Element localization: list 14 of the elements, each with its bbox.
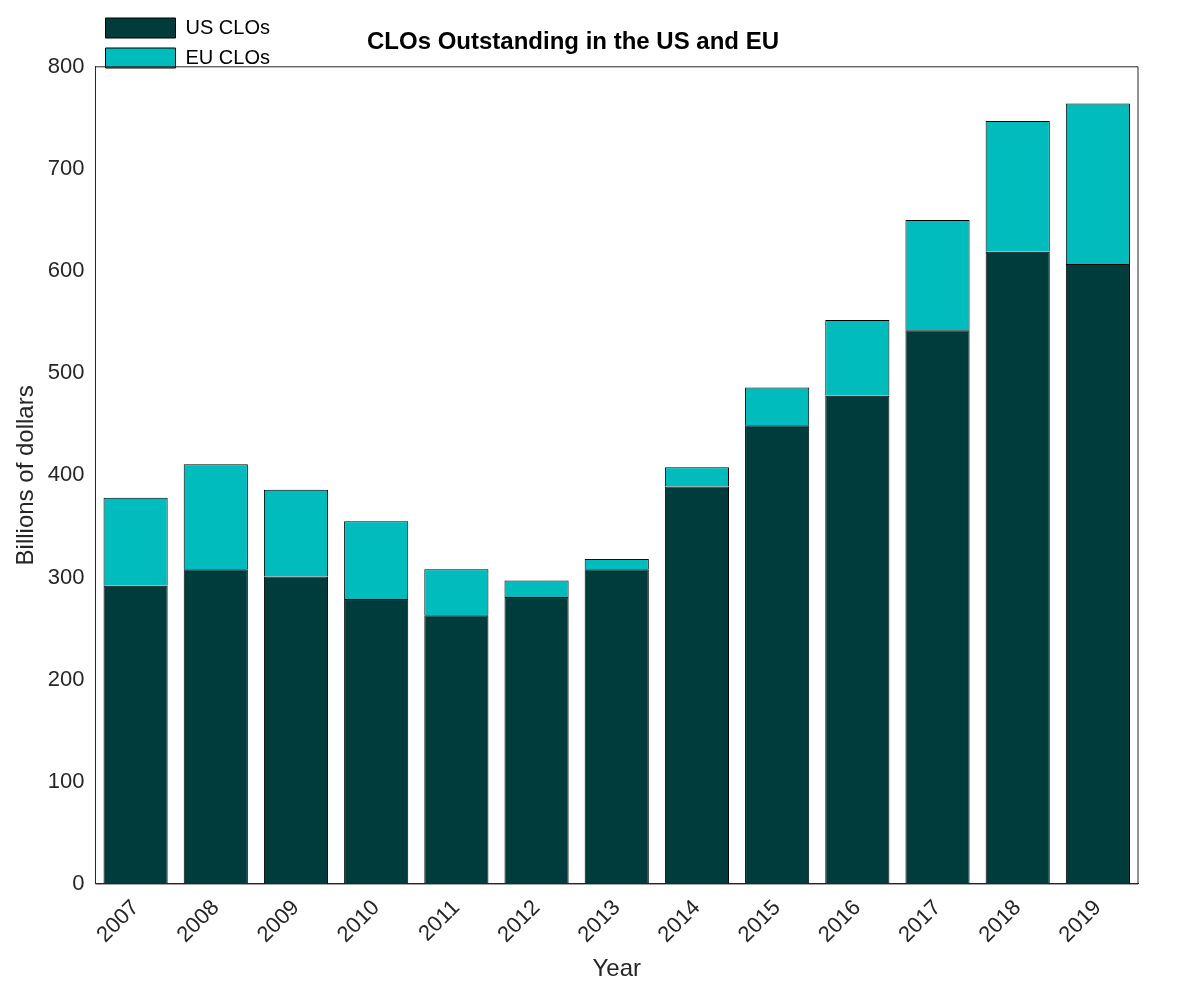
y-tick-label: 800: [47, 52, 85, 78]
y-tick-label: 100: [47, 767, 85, 793]
x-axis-title: Year: [592, 954, 641, 982]
y-tick-label: 400: [47, 461, 85, 487]
y-axis-title: Billions of dollars: [11, 385, 39, 566]
legend-label: EU CLOs: [185, 45, 270, 68]
y-tick-label: 0: [72, 869, 85, 895]
y-tick-label: 600: [47, 257, 85, 283]
y-tick-label: 700: [47, 155, 85, 180]
y-tick-label: 300: [47, 563, 85, 589]
y-tick-label: 200: [47, 665, 85, 691]
legend-label: US CLOs: [185, 15, 270, 38]
y-tick-label: 500: [47, 359, 85, 385]
chart-title: CLOs Outstanding in the US and EU: [366, 27, 780, 55]
